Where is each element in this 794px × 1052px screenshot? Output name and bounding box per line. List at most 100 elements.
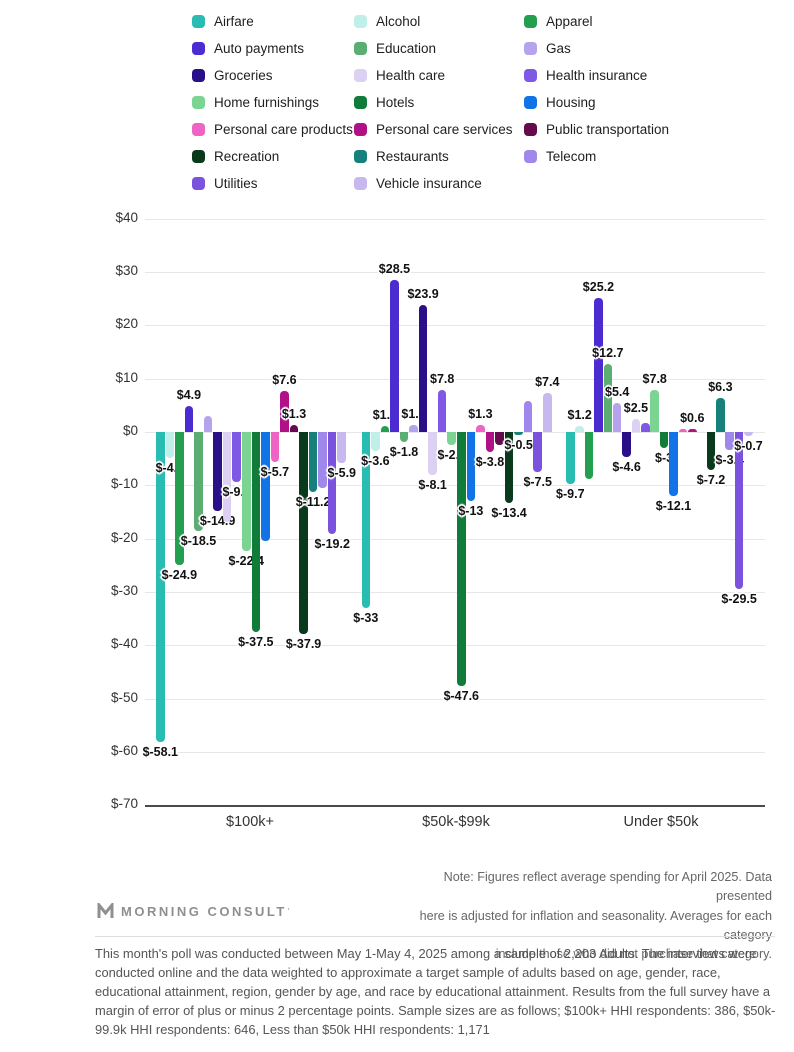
legend-item-airfare[interactable]: Airfare bbox=[192, 12, 254, 30]
note-line: include those who did not purchase that … bbox=[495, 947, 772, 962]
bar-100k-apparel[interactable] bbox=[175, 432, 184, 565]
legend-item-health-insurance[interactable]: Health insurance bbox=[524, 66, 647, 84]
bar-50k99k-airfare[interactable] bbox=[361, 432, 371, 608]
bar-100k-alcohol[interactable] bbox=[165, 432, 175, 459]
value-label-utilities: $-19.2 bbox=[314, 537, 350, 552]
bar-Under50k-utilities[interactable] bbox=[734, 432, 744, 590]
legend-item-gas[interactable]: Gas bbox=[524, 39, 571, 57]
bar-100k-personal-care-products[interactable] bbox=[270, 432, 280, 463]
bar-Under50k-recreation[interactable] bbox=[706, 432, 716, 471]
legend-item-auto-payments[interactable]: Auto payments bbox=[192, 39, 304, 57]
legend-item-personal-care-services[interactable]: Personal care services bbox=[354, 120, 513, 138]
bar-50k99k-utilities[interactable] bbox=[533, 432, 542, 472]
bar-50k99k-health-care[interactable] bbox=[428, 432, 437, 476]
bar-50k99k-housing[interactable] bbox=[466, 432, 476, 502]
bar-Under50k-health-care[interactable] bbox=[631, 418, 641, 432]
bar-50k99k-home-furnishings[interactable] bbox=[447, 432, 457, 445]
bar-50k99k-auto-payments[interactable] bbox=[390, 280, 399, 432]
legend-item-health-care[interactable]: Health care bbox=[354, 66, 445, 84]
bar-Under50k-personal-care-products[interactable] bbox=[678, 429, 688, 432]
bar-100k-auto-payments[interactable] bbox=[184, 405, 194, 432]
bar-50k99k-personal-care-services[interactable] bbox=[485, 432, 495, 453]
bar-Under50k-housing[interactable] bbox=[669, 432, 678, 497]
note-line: here is adjusted for inflation and seaso… bbox=[419, 908, 772, 942]
bar-100k-hotels[interactable] bbox=[251, 432, 261, 632]
bar-50k99k-telecom[interactable] bbox=[523, 401, 533, 432]
bar-50k99k-recreation[interactable] bbox=[504, 432, 514, 504]
bar-100k-restaurants[interactable] bbox=[308, 432, 318, 492]
legend-swatch-icon bbox=[192, 176, 205, 190]
value-label-housing: $-12.1 bbox=[655, 499, 692, 514]
bar-100k-airfare[interactable] bbox=[156, 432, 165, 742]
legend-item-recreation[interactable]: Recreation bbox=[192, 147, 279, 165]
bar-50k99k-hotels[interactable] bbox=[457, 432, 466, 686]
bar-100k-gas[interactable] bbox=[203, 416, 213, 432]
bar-100k-home-furnishings[interactable] bbox=[241, 432, 251, 552]
bar-Under50k-gas[interactable] bbox=[612, 403, 622, 432]
bar-100k-health-care[interactable] bbox=[222, 432, 232, 522]
y-axis-tick: $-50 bbox=[110, 689, 138, 705]
bar-100k-vehicle-insurance[interactable] bbox=[337, 432, 347, 464]
bar-Under50k-education[interactable] bbox=[603, 364, 613, 432]
value-label-groceries: $-4.6 bbox=[612, 459, 641, 474]
bar-Under50k-auto-payments[interactable] bbox=[594, 297, 603, 432]
bar-Under50k-health-insurance[interactable] bbox=[641, 423, 650, 432]
bar-100k-health-insurance[interactable] bbox=[232, 432, 241, 482]
legend-item-housing[interactable]: Housing bbox=[524, 93, 596, 111]
bar-50k99k-education[interactable] bbox=[399, 432, 409, 442]
bar-Under50k-groceries[interactable] bbox=[622, 432, 631, 457]
bar-50k99k-personal-care-products[interactable] bbox=[476, 425, 485, 432]
legend-label: Gas bbox=[546, 40, 571, 56]
bar-50k99k-alcohol[interactable] bbox=[371, 432, 380, 452]
bar-Under50k-personal-care-services[interactable] bbox=[687, 428, 697, 432]
bar-50k99k-restaurants[interactable] bbox=[514, 432, 523, 435]
bar-100k-personal-care-services[interactable] bbox=[280, 391, 289, 432]
legend-item-alcohol[interactable]: Alcohol bbox=[354, 12, 420, 30]
bar-100k-education[interactable] bbox=[194, 432, 203, 531]
legend-item-apparel[interactable]: Apparel bbox=[524, 12, 593, 30]
legend-item-home-furnishings[interactable]: Home furnishings bbox=[192, 93, 319, 111]
value-label-education: $-18.5 bbox=[180, 533, 217, 548]
legend-swatch-icon bbox=[192, 95, 205, 109]
bar-50k99k-health-insurance[interactable] bbox=[437, 390, 447, 432]
legend-item-utilities[interactable]: Utilities bbox=[192, 174, 258, 192]
value-label-hotels: $-37.5 bbox=[238, 634, 274, 649]
bar-100k-utilities[interactable] bbox=[327, 432, 337, 535]
legend-item-restaurants[interactable]: Restaurants bbox=[354, 147, 449, 165]
value-label-education: $12.7 bbox=[592, 346, 624, 361]
legend-label: Health care bbox=[376, 67, 446, 83]
value-label-auto-payments: $28.5 bbox=[378, 262, 411, 277]
legend-item-vehicle-insurance[interactable]: Vehicle insurance bbox=[354, 174, 482, 192]
value-label-restaurants: $6.3 bbox=[708, 380, 733, 395]
bar-50k99k-public-transportation[interactable] bbox=[495, 432, 504, 446]
bar-Under50k-alcohol[interactable] bbox=[575, 425, 584, 432]
bar-Under50k-vehicle-insurance[interactable] bbox=[744, 432, 753, 436]
legend-label: Personal care services bbox=[376, 121, 513, 137]
value-label-recreation: $-13.4 bbox=[491, 506, 527, 521]
legend-swatch-icon bbox=[354, 14, 367, 28]
legend-item-education[interactable]: Education bbox=[354, 39, 436, 57]
bar-Under50k-apparel[interactable] bbox=[584, 432, 594, 479]
bar-50k99k-groceries[interactable] bbox=[418, 304, 428, 432]
legend-item-groceries[interactable]: Groceries bbox=[192, 66, 273, 84]
legend-item-personal-care-products[interactable]: Personal care products bbox=[192, 120, 353, 138]
bar-50k99k-vehicle-insurance[interactable] bbox=[542, 392, 552, 432]
legend-item-public-transportation[interactable]: Public transportation bbox=[524, 120, 669, 138]
bar-100k-public-transportation[interactable] bbox=[289, 425, 299, 432]
bar-Under50k-home-furnishings[interactable] bbox=[650, 390, 659, 432]
bar-Under50k-telecom[interactable] bbox=[725, 432, 735, 451]
bar-100k-housing[interactable] bbox=[261, 432, 270, 542]
legend-item-telecom[interactable]: Telecom bbox=[524, 147, 596, 165]
bar-100k-groceries[interactable] bbox=[213, 432, 222, 512]
bar-Under50k-airfare[interactable] bbox=[566, 432, 575, 484]
bar-Under50k-hotels[interactable] bbox=[659, 432, 669, 448]
legend-label: Utilities bbox=[214, 175, 258, 191]
value-label-personal-care-products: $-5.7 bbox=[260, 465, 290, 480]
bar-100k-recreation[interactable] bbox=[299, 432, 308, 634]
legend-swatch-icon bbox=[354, 41, 367, 55]
bar-50k99k-gas[interactable] bbox=[409, 424, 418, 432]
bar-50k99k-apparel[interactable] bbox=[380, 425, 390, 432]
bar-100k-telecom[interactable] bbox=[318, 432, 327, 488]
legend-item-hotels[interactable]: Hotels bbox=[354, 93, 414, 111]
bar-Under50k-restaurants[interactable] bbox=[716, 398, 725, 432]
